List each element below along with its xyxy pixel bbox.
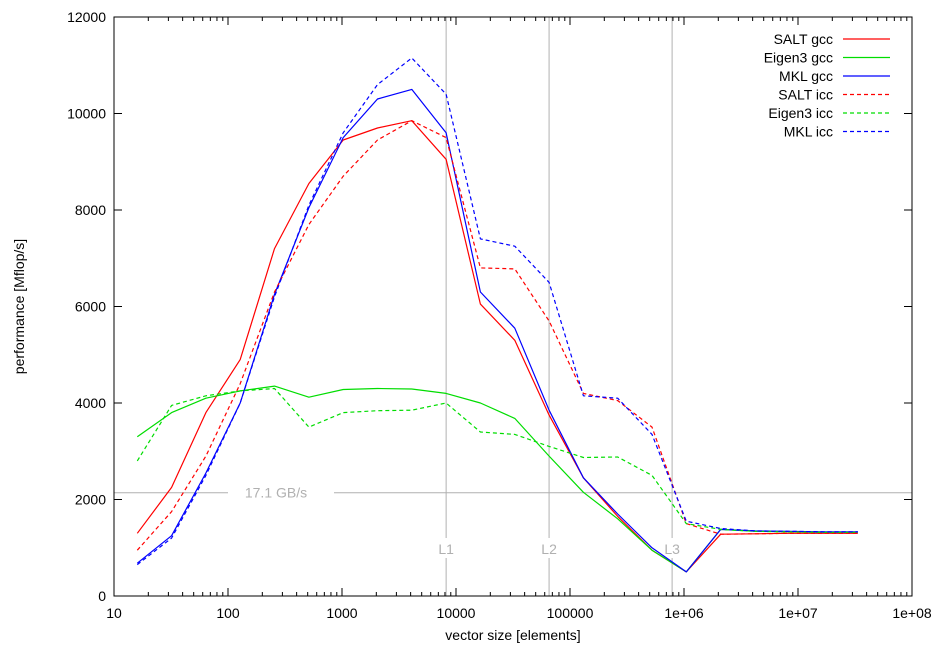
axis-ticks: 10 100 1000 10000 100000 1e+06 1e+07 1e+08 0 2000… (67, 9, 932, 621)
series-line-salt-icc (136, 120, 858, 551)
x-tick-label: 1e+07 (778, 605, 818, 621)
plot-frame (113, 16, 913, 597)
reference-line-label: L2 (541, 541, 557, 557)
x-tick-label: 1e+08 (892, 605, 932, 621)
legend: SALT gcc Eigen3 gcc MKL gcc SALT icc Eigen3 … (764, 31, 890, 140)
legend-label: SALT icc (778, 87, 833, 103)
y-tick-label: 8000 (75, 202, 106, 218)
reference-lines: 17.1 GB/s L1 L2 L3 (114, 17, 912, 596)
x-tick-label: 10 (106, 605, 122, 621)
legend-label: SALT gcc (774, 31, 833, 47)
x-axis-title: vector size [elements] (445, 627, 580, 643)
y-tick-label: 4000 (75, 395, 106, 411)
series-line-salt-gcc (136, 120, 858, 573)
y-tick-label: 12000 (67, 9, 106, 25)
reference-line-label: L1 (438, 541, 454, 557)
series-line-mkl-icc (136, 57, 858, 566)
x-tick-label: 10000 (437, 605, 476, 621)
reference-line-label: L3 (664, 541, 680, 557)
x-tick-label: 1e+06 (664, 605, 704, 621)
y-axis-title: performance [Mflop/s] (11, 239, 27, 374)
series-lines (136, 57, 858, 573)
legend-label: MKL gcc (779, 68, 833, 84)
x-tick-label: 100 (216, 605, 240, 621)
y-tick-label: 0 (98, 588, 106, 604)
y-tick-label: 10000 (67, 106, 106, 122)
reference-line-label: 17.1 GB/s (245, 485, 307, 501)
series-line-eigen3-gcc (136, 385, 858, 573)
x-tick-label: 100000 (547, 605, 594, 621)
legend-label: MKL icc (784, 124, 833, 140)
legend-label: Eigen3 icc (768, 105, 833, 121)
x-tick-label: 1000 (326, 605, 357, 621)
legend-label: Eigen3 gcc (764, 50, 833, 66)
y-tick-label: 6000 (75, 299, 106, 315)
y-tick-label: 2000 (75, 492, 106, 508)
